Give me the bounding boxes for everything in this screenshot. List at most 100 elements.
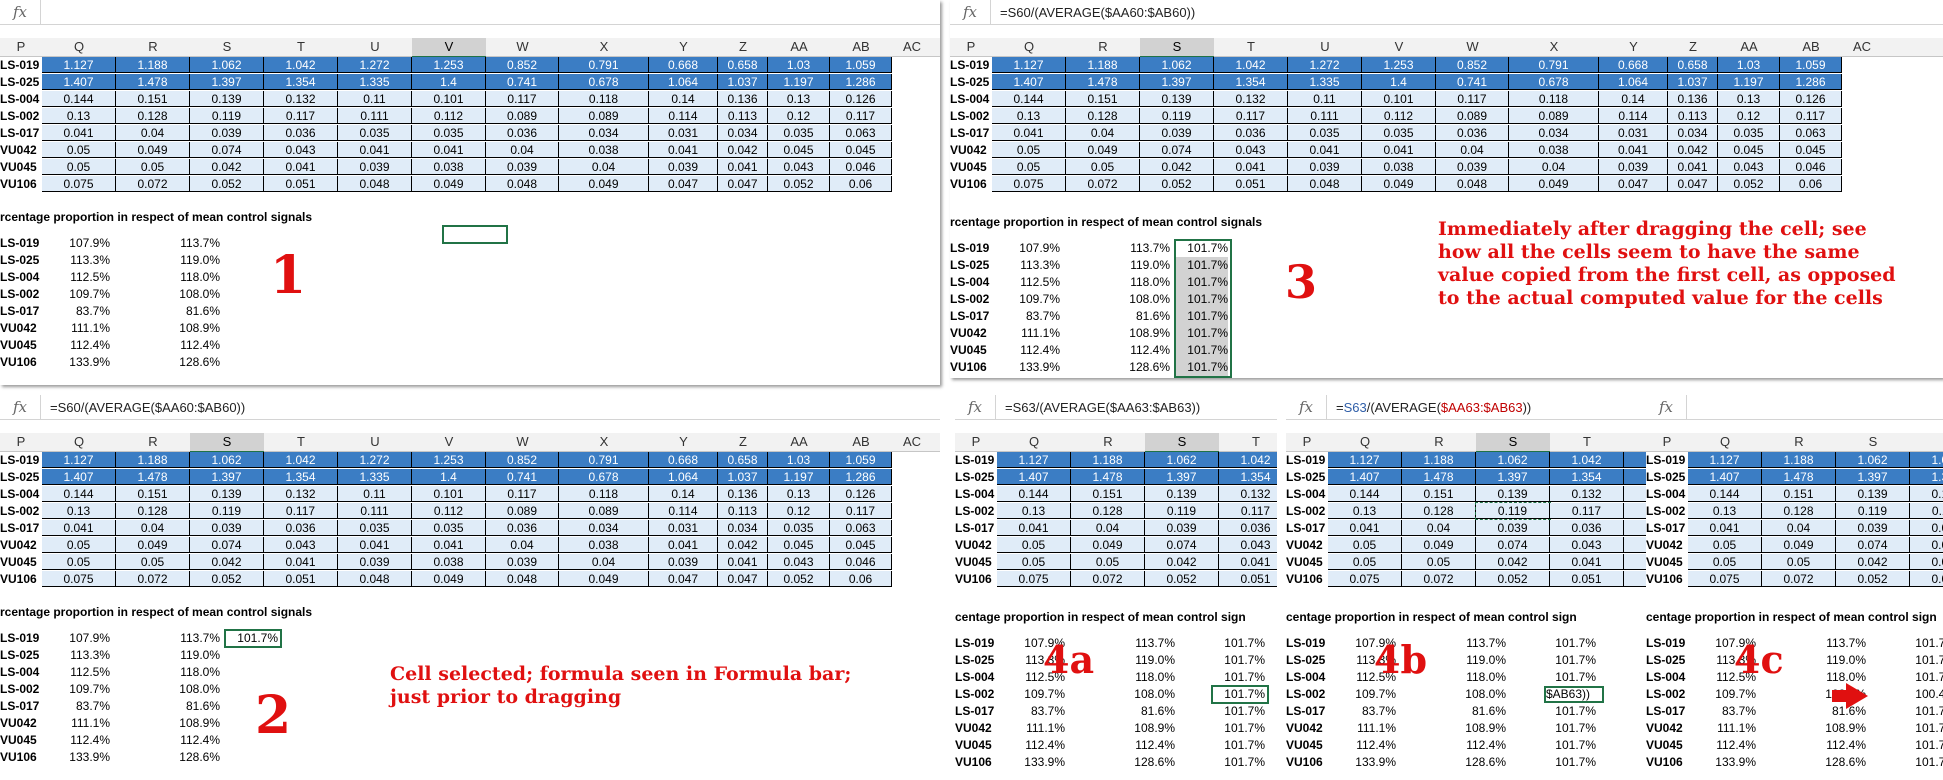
pct-cell-q[interactable]: 107.9%	[1715, 636, 1756, 650]
data-cell[interactable]: 0.041	[1624, 537, 1646, 553]
column-header-Y[interactable]: Y	[1629, 39, 1638, 54]
data-cell[interactable]: 0.074	[1140, 142, 1214, 158]
data-cell[interactable]: 1.197	[768, 74, 830, 90]
data-cell[interactable]: 1.064	[649, 74, 718, 90]
column-header-T[interactable]: T	[1247, 39, 1255, 54]
data-cell[interactable]: 0.14	[649, 91, 718, 107]
data-cell[interactable]: 0.051	[1214, 176, 1288, 192]
data-cell[interactable]: 0.046	[1780, 159, 1842, 175]
data-cell[interactable]: 0.045	[1780, 142, 1842, 158]
pct-cell-r[interactable]: 81.6%	[1135, 309, 1170, 323]
data-cell[interactable]: 0.036	[1219, 520, 1277, 536]
data-cell[interactable]: 0.075	[42, 176, 116, 192]
pct-cell-r[interactable]: 108.9%	[1465, 721, 1506, 735]
data-cell[interactable]: 1.354	[1214, 74, 1288, 90]
data-cell[interactable]: 0.063	[830, 520, 892, 536]
pct-cell-s[interactable]: 101.7%	[1915, 755, 1943, 769]
data-cell[interactable]: 0.041	[649, 537, 718, 553]
data-cell[interactable]: 0.043	[1214, 142, 1288, 158]
data-cell[interactable]: 0.063	[1780, 125, 1842, 141]
pct-cell-r[interactable]: 113.7%	[1826, 636, 1866, 650]
data-cell[interactable]: 0.04	[1436, 142, 1509, 158]
data-cell[interactable]: 0.041	[1668, 159, 1718, 175]
column-header-Q[interactable]: Q	[73, 39, 85, 54]
data-cell[interactable]: 0.043	[768, 554, 830, 570]
data-cell[interactable]: 0.05	[42, 537, 116, 553]
pct-cell-q[interactable]: 113.3%	[70, 253, 110, 267]
pct-cell-r[interactable]: 81.6%	[185, 699, 220, 713]
data-cell[interactable]: 0.117	[1436, 91, 1509, 107]
column-header-S[interactable]: S	[1145, 433, 1219, 453]
data-cell[interactable]: 0.041	[649, 142, 718, 158]
data-cell[interactable]: 0.151	[1762, 486, 1836, 502]
data-cell[interactable]: 1.478	[1762, 469, 1836, 485]
data-cell[interactable]: 1.335	[338, 74, 412, 90]
column-header-Q[interactable]: Q	[1359, 434, 1371, 449]
data-cell[interactable]: 0.04	[486, 142, 559, 158]
data-cell[interactable]: 0.038	[412, 554, 486, 570]
data-cell[interactable]: 0.035	[768, 520, 830, 536]
data-cell[interactable]: 0.089	[1436, 108, 1509, 124]
data-cell[interactable]: 1.354	[1550, 469, 1624, 485]
data-cell[interactable]: 0.04	[559, 159, 649, 175]
data-cell[interactable]: 1.127	[1688, 452, 1762, 468]
pct-cell-s[interactable]: 101.7%	[1176, 359, 1228, 376]
fx-icon[interactable]: fx	[0, 0, 41, 24]
data-cell[interactable]: 1.407	[42, 74, 116, 90]
data-cell[interactable]: 1.064	[1599, 74, 1668, 90]
data-cell[interactable]: 0.038	[1362, 159, 1436, 175]
data-cell[interactable]: 0.041	[1688, 520, 1762, 536]
data-cell[interactable]: 0.119	[190, 108, 264, 124]
pct-cell-s[interactable]: 101.7%	[1176, 291, 1228, 308]
data-cell[interactable]: 0.047	[1668, 176, 1718, 192]
data-cell[interactable]: 0.049	[1362, 176, 1436, 192]
pct-cell-r[interactable]: 108.9%	[1825, 721, 1866, 735]
data-cell[interactable]: 0.075	[1688, 571, 1762, 587]
data-cell[interactable]: 0.052	[768, 176, 830, 192]
data-cell[interactable]: 0.151	[1071, 486, 1145, 502]
data-cell[interactable]: 0.039	[1288, 159, 1362, 175]
pct-cell-r[interactable]: 108.0%	[1465, 687, 1506, 701]
data-cell[interactable]: 0.051	[1550, 571, 1624, 587]
data-cell[interactable]: 0.045	[830, 142, 892, 158]
data-cell[interactable]: 0.051	[264, 571, 338, 587]
column-header-AC[interactable]: AC	[1852, 39, 1872, 54]
pct-cell-s[interactable]: 101.7%	[1176, 308, 1228, 325]
data-cell[interactable]: 0.041	[1550, 554, 1624, 570]
data-cell[interactable]: 1.062	[190, 452, 264, 468]
data-cell[interactable]: 0.039	[649, 159, 718, 175]
pct-cell-q[interactable]: 107.9%	[1355, 636, 1396, 650]
pct-cell-s[interactable]: 101.7%	[1176, 325, 1228, 342]
data-cell[interactable]: 0.139	[1476, 486, 1550, 502]
data-cell[interactable]: 1.354	[1910, 469, 1943, 485]
data-cell[interactable]: 0.117	[486, 91, 559, 107]
pct-cell-r[interactable]: 108.0%	[179, 682, 220, 696]
column-header-Z[interactable]: Z	[739, 39, 747, 54]
data-cell[interactable]: 0.04	[116, 520, 190, 536]
data-cell[interactable]: 0.052	[190, 176, 264, 192]
pct-cell-q[interactable]: 107.9%	[1024, 636, 1065, 650]
data-cell[interactable]: 1.253	[412, 57, 486, 73]
data-cell[interactable]: 0.041	[264, 554, 338, 570]
data-cell[interactable]: 1.062	[1140, 57, 1214, 73]
data-cell[interactable]: 0.052	[1836, 571, 1910, 587]
data-cell[interactable]: 0.126	[830, 91, 892, 107]
data-cell[interactable]: 0.113	[1668, 108, 1718, 124]
data-cell[interactable]: 1.188	[1071, 452, 1145, 468]
data-cell[interactable]: 0.042	[190, 159, 264, 175]
data-cell[interactable]: 0.038	[559, 537, 649, 553]
data-cell[interactable]: 0.05	[997, 537, 1071, 553]
data-cell[interactable]: 0.04	[486, 537, 559, 553]
pct-cell-s[interactable]: 101.7%	[1224, 653, 1265, 667]
pct-cell-r[interactable]: 113.7%	[180, 631, 220, 645]
data-cell[interactable]: 1.042	[1214, 57, 1288, 73]
data-cell[interactable]: 0.039	[1140, 125, 1214, 141]
data-cell[interactable]: 0.668	[649, 57, 718, 73]
data-cell[interactable]: 0.14	[649, 486, 718, 502]
data-cell[interactable]: 0.048	[338, 571, 412, 587]
data-cell[interactable]: 0.089	[559, 503, 649, 519]
pct-cell-s[interactable]: 101.7%	[1555, 670, 1596, 684]
data-cell[interactable]: 0.112	[1362, 108, 1436, 124]
data-cell[interactable]: 0.047	[718, 571, 768, 587]
data-cell[interactable]: 1.397	[1145, 469, 1219, 485]
